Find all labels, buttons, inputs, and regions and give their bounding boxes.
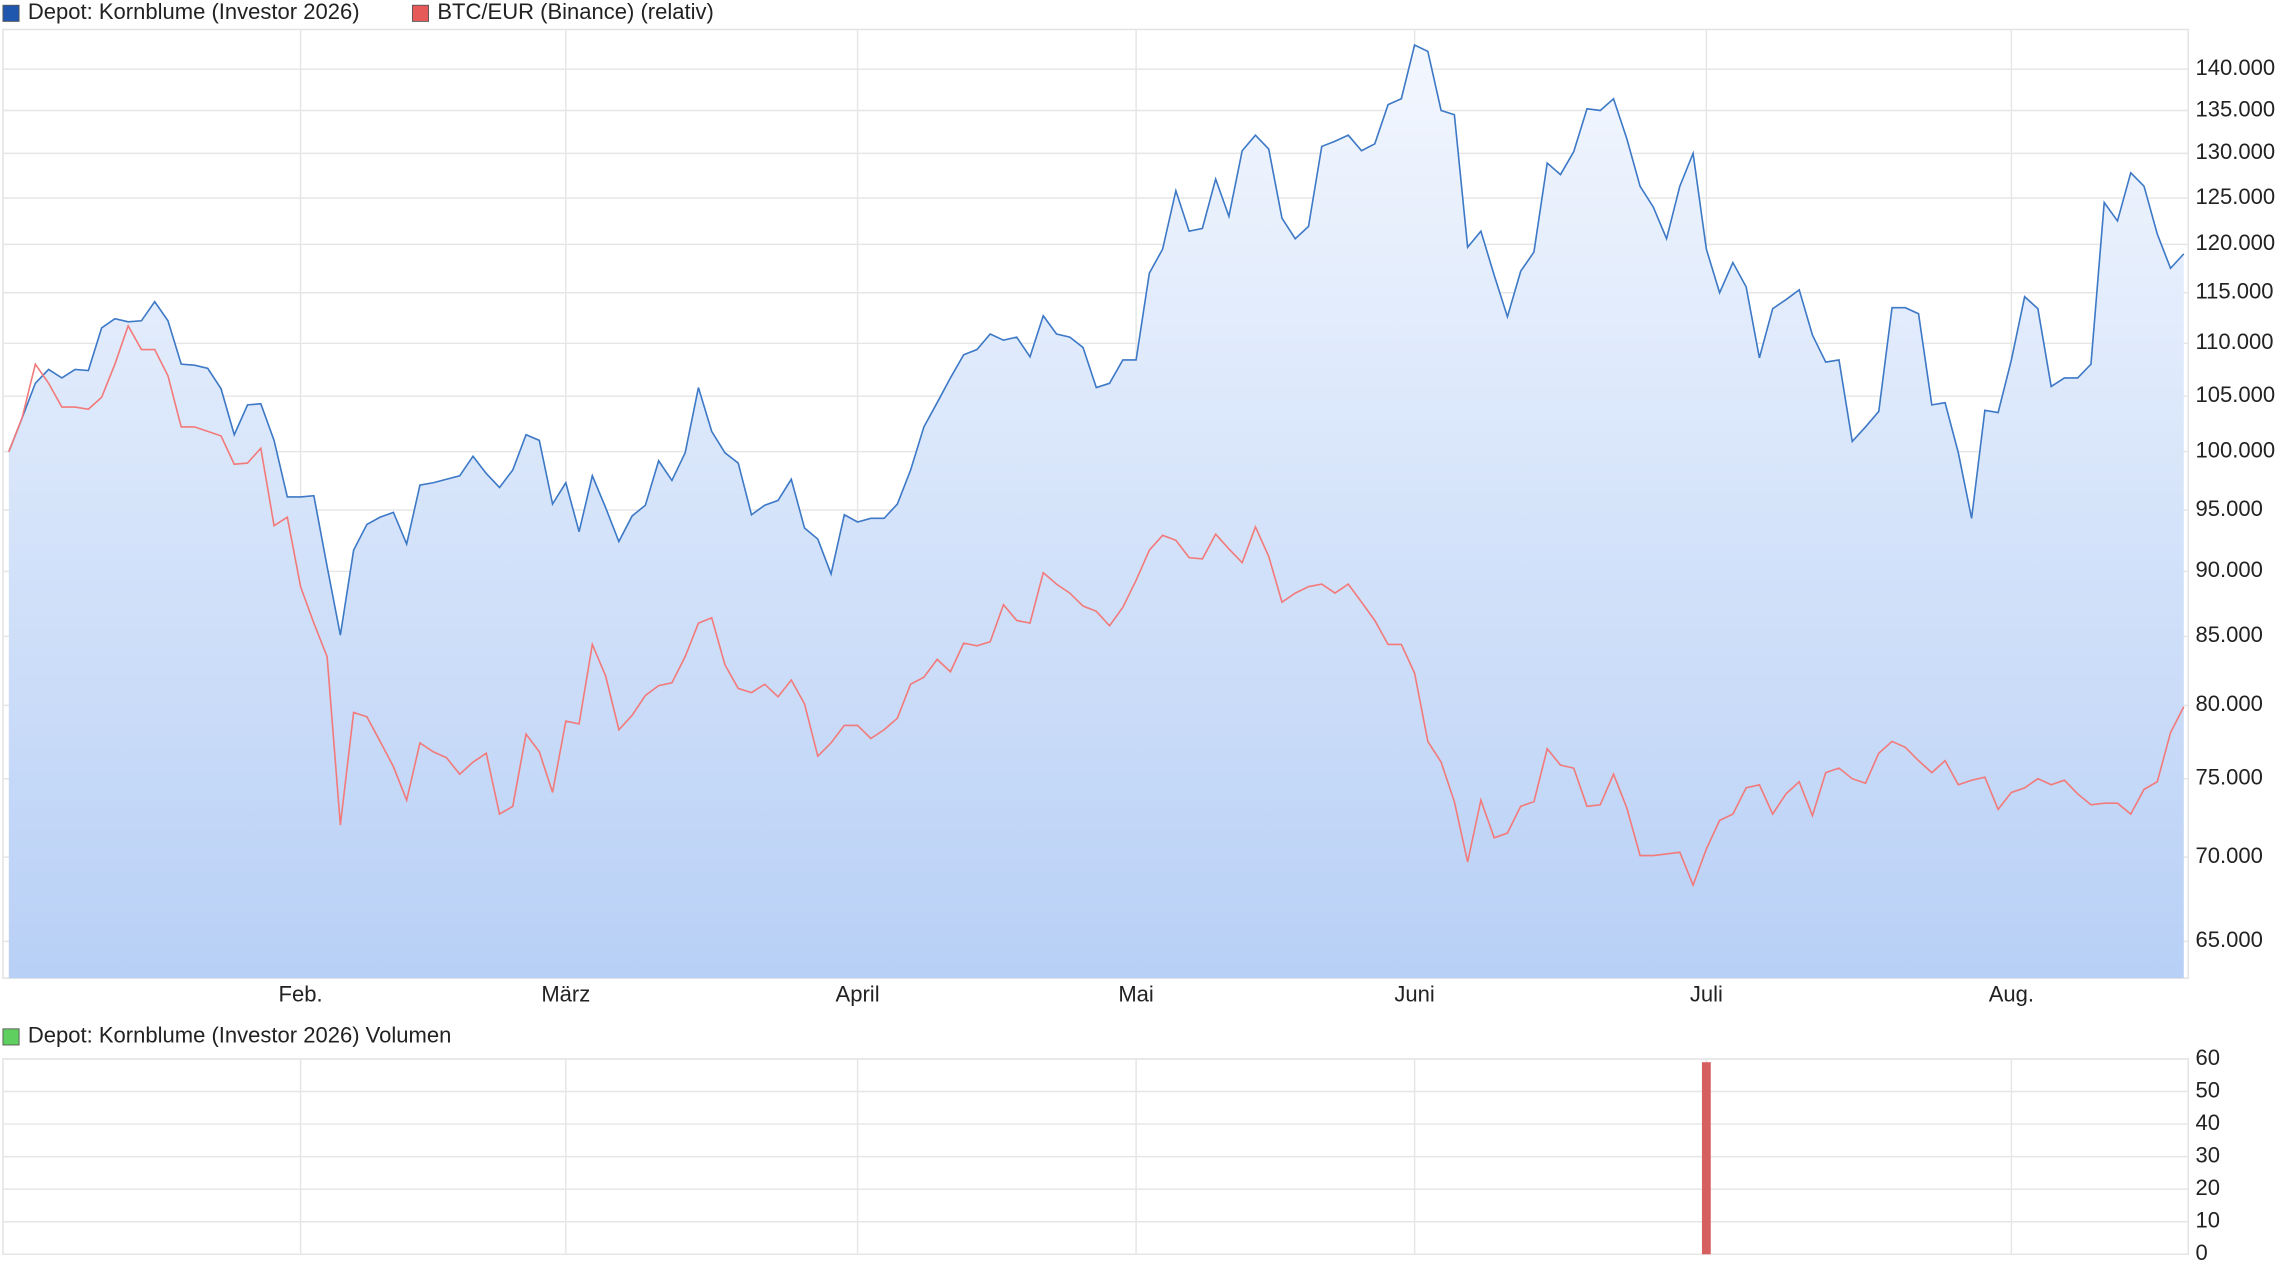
y-tick-label: 75.000 [2196, 765, 2263, 790]
y-tick-label: 50 [2196, 1077, 2221, 1102]
x-tick-label: Aug. [1989, 982, 2034, 1007]
y-tick-label: 60 [2196, 1045, 2221, 1070]
y-tick-label: 20 [2196, 1175, 2221, 1200]
y-tick-label: 95.000 [2196, 496, 2263, 521]
y-tick-label: 135.000 [2196, 96, 2276, 121]
x-tick-label: Feb. [279, 982, 323, 1007]
legend-swatch [411, 4, 430, 22]
y-tick-label: 0 [2196, 1240, 2208, 1265]
y-tick-label: 125.000 [2196, 184, 2276, 209]
y-tick-label: 80.000 [2196, 691, 2263, 716]
x-tick-label: Mai [1118, 982, 1153, 1007]
x-tick-label: Juli [1690, 982, 1723, 1007]
y-tick-label: 115.000 [2196, 279, 2274, 304]
legend-label: Depot: Kornblume (Investor 2026) Volumen [28, 1023, 451, 1048]
y-tick-label: 30 [2196, 1142, 2221, 1167]
y-tick-label: 90.000 [2196, 557, 2263, 582]
y-tick-label: 120.000 [2196, 230, 2276, 255]
x-tick-label: März [541, 982, 590, 1007]
bar [1701, 1062, 1711, 1255]
legend-label: BTC/EUR (Binance) (relativ) [437, 0, 713, 24]
y-tick-label: 70.000 [2196, 843, 2263, 868]
y-tick-label: 85.000 [2196, 622, 2263, 647]
line [8, 323, 2185, 888]
x-tick-label: Juni [1394, 982, 1434, 1007]
y-tick-label: 10 [2196, 1208, 2221, 1233]
y-tick-label: 40 [2196, 1110, 2221, 1135]
y-tick-label: 105.000 [2196, 382, 2276, 407]
legend-swatch [2, 4, 20, 22]
y-tick-label: 65.000 [2196, 927, 2263, 952]
y-tick-label: 140.000 [2196, 55, 2276, 80]
x-tick-label: April [836, 982, 880, 1007]
area [8, 45, 2184, 979]
y-tick-label: 100.000 [2196, 437, 2276, 462]
legend-swatch [2, 1028, 20, 1046]
line [8, 43, 2185, 636]
legend-label: Depot: Kornblume (Investor 2026) [28, 0, 360, 24]
y-tick-label: 110.000 [2196, 329, 2274, 354]
y-tick-label: 130.000 [2196, 139, 2276, 164]
